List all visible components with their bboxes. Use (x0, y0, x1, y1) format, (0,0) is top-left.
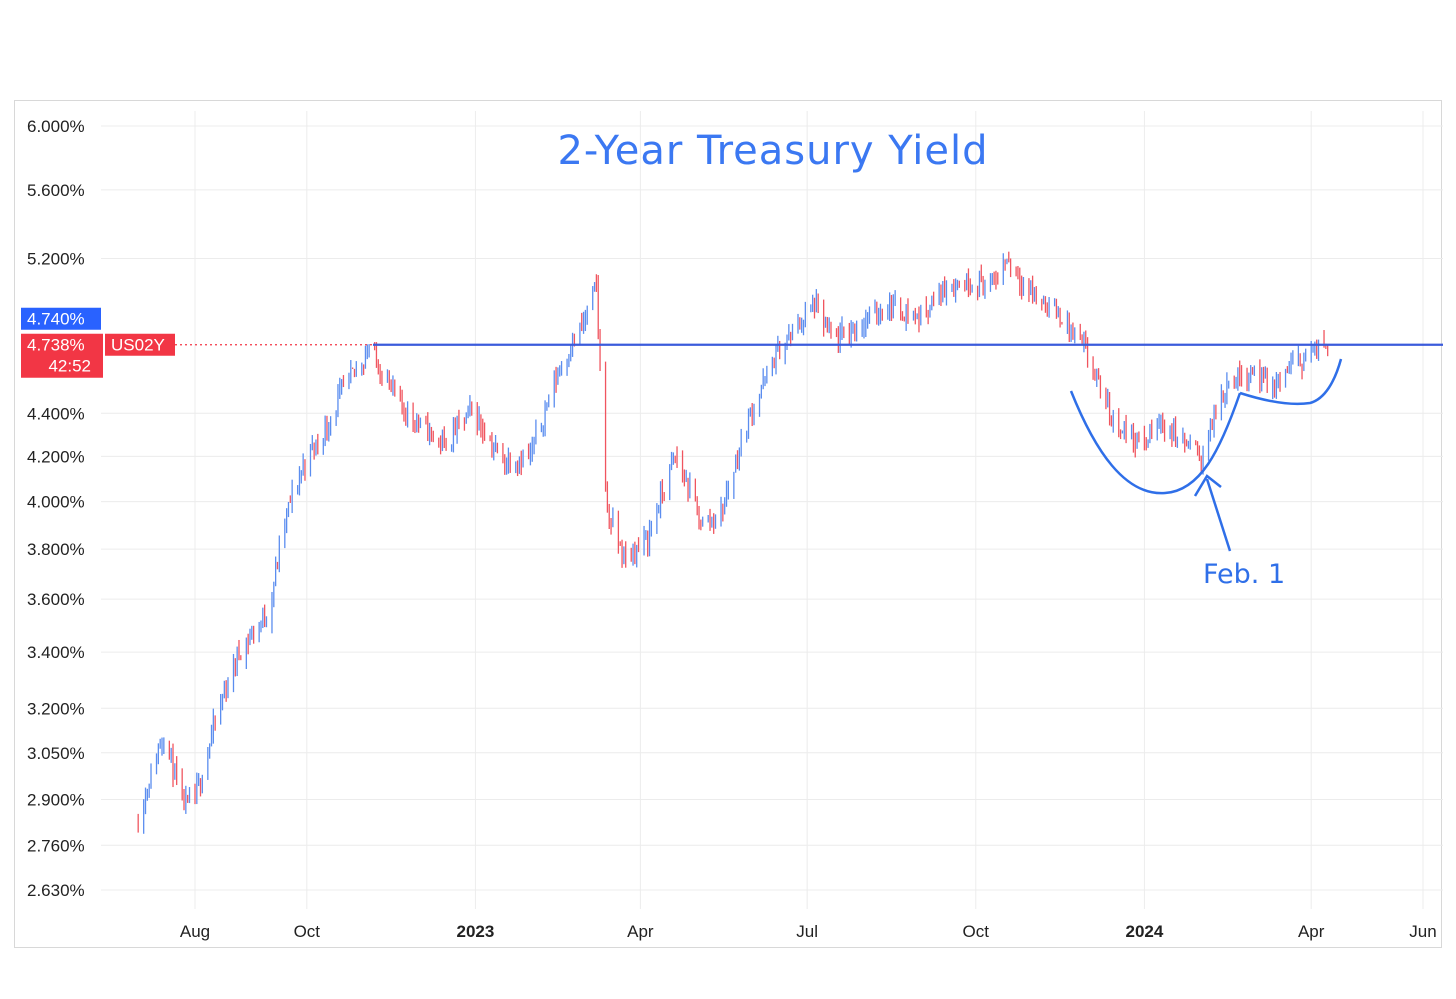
chart-panel: 6.000% 5.600% 5.200% 4.400% 4.200% 4.000% 3.80… (14, 100, 1443, 948)
y-tick-label: 2.900% (27, 790, 85, 809)
countdown-text: 42:52 (48, 357, 91, 376)
chart-title: 2-Year Treasury Yield (557, 128, 988, 174)
cup-curve (1069, 390, 1242, 495)
y-tick-label: 3.050% (27, 744, 85, 763)
x-tick-label: Oct (294, 922, 321, 941)
y-tick-label: 3.400% (27, 643, 85, 662)
x-tick-label: Aug (180, 922, 210, 941)
handle-curve (1239, 358, 1343, 406)
symbol-badge-text: US02Y (111, 336, 165, 355)
grid (101, 111, 1443, 909)
arrow-head-icon (1193, 474, 1222, 497)
price-badges: 4.740% 4.738% 42:52 US02Y (21, 307, 175, 378)
last-price-badge (21, 307, 101, 330)
arrow-shaft (1205, 478, 1232, 552)
candles (137, 251, 1329, 834)
y-tick-label: 4.400% (27, 404, 85, 423)
y-tick-label: 3.200% (27, 699, 85, 718)
x-tick-label: Jul (796, 922, 818, 941)
annotation: Feb. 1 (1069, 358, 1343, 590)
y-tick-label: 3.800% (27, 540, 85, 559)
x-tick-label: Apr (627, 922, 654, 941)
x-tick-label: 2023 (457, 922, 495, 941)
x-tick-label: Oct (963, 922, 990, 941)
y-tick-label: 4.200% (27, 447, 85, 466)
last-price-text: 4.740% (27, 310, 85, 329)
y-tick-label: 4.000% (27, 493, 85, 512)
bid-price-badge (21, 333, 103, 378)
y-tick-label: 2.630% (27, 881, 85, 900)
x-tick-label: 2024 (1125, 922, 1163, 941)
y-axis: 6.000% 5.600% 5.200% 4.400% 4.200% 4.000% 3.80… (27, 117, 85, 900)
x-tick-label: Jun (1409, 922, 1436, 941)
annotation-label: Feb. 1 (1203, 559, 1285, 590)
x-tick-label: Apr (1298, 922, 1325, 941)
y-tick-label: 2.760% (27, 836, 85, 855)
bid-price-text: 4.738% (27, 336, 85, 355)
y-tick-label: 5.200% (27, 250, 85, 269)
y-tick-label: 6.000% (27, 117, 85, 136)
x-axis: Aug Oct 2023 Apr Jul Oct 2024 Apr Jun (180, 922, 1437, 941)
chart-svg: 6.000% 5.600% 5.200% 4.400% 4.200% 4.000% 3.80… (21, 111, 1443, 941)
y-tick-label: 5.600% (27, 181, 85, 200)
symbol-badge (105, 333, 175, 356)
y-tick-label: 3.600% (27, 590, 85, 609)
